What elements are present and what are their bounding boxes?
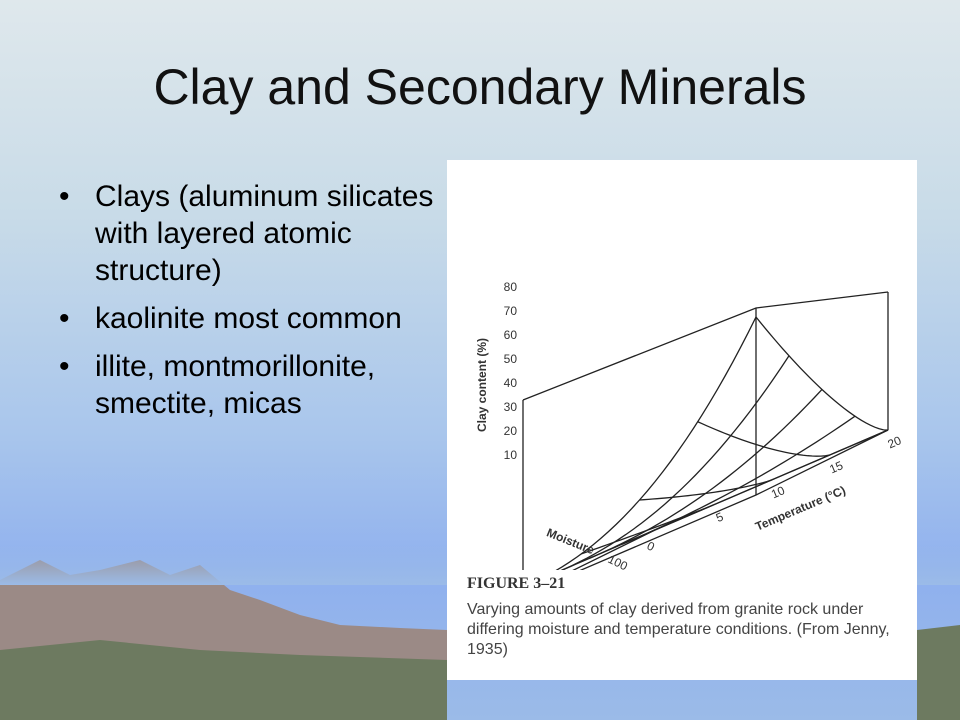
temperature-tick-label: 15: [827, 458, 845, 476]
bullet: Clays (aluminum silicates with layered a…: [55, 178, 435, 289]
moisture-tick-label: 0: [645, 539, 657, 555]
y-tick-label: 40: [504, 376, 518, 390]
y-axis-title: Clay content (%): [475, 338, 489, 432]
surface-line: [755, 316, 889, 431]
moisture-tick-label: 100: [606, 552, 630, 570]
caption-label: FIGURE 3–21: [467, 575, 566, 592]
bullet: kaolinite most common: [55, 300, 435, 337]
surface-line: [639, 479, 772, 501]
temperature-tick-label: 5: [714, 509, 726, 525]
surface-line: [697, 421, 830, 457]
y-tick-label: 50: [504, 352, 518, 366]
y-tick-label: 70: [504, 304, 518, 318]
slide-title: Clay and Secondary Minerals: [153, 59, 807, 115]
temperature-tick-label: 20: [886, 433, 904, 451]
y-tick-label: 10: [504, 448, 518, 462]
caption: Varying amounts of clay derived from gra…: [467, 601, 890, 658]
y-tick-label: 30: [504, 400, 518, 414]
y-tick-label: 20: [504, 424, 518, 438]
surface-line: [555, 355, 790, 574]
surface-line: [581, 504, 714, 555]
temperature-tick-label: 10: [769, 483, 787, 501]
y-tick-label: 60: [504, 328, 518, 342]
moisture-title: Moisture: [545, 525, 597, 557]
plain: [0, 640, 447, 720]
box-top: [522, 291, 889, 401]
bullet: illite, montmorillonite, smectite, micas: [55, 348, 435, 422]
y-tick-label: 80: [504, 280, 518, 294]
plain-right: [917, 625, 960, 720]
temperature-title: Temperature (°C): [753, 483, 847, 534]
bullet-list: Clays (aluminum silicates with layered a…: [55, 178, 435, 433]
